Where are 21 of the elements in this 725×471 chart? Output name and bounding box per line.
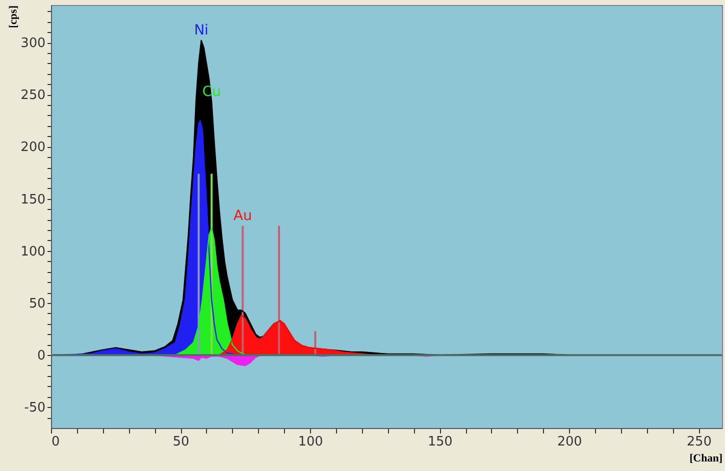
x-tick-label: 200: [557, 434, 582, 450]
y-tick-label: 0: [37, 348, 46, 364]
bar: [198, 174, 200, 356]
x-tick-label: 50: [172, 434, 190, 450]
bar: [278, 226, 280, 356]
x-tick-label: 250: [686, 434, 712, 450]
bar: [242, 226, 244, 356]
y-tick-label: -50: [24, 400, 46, 416]
y-tick-label: 250: [20, 88, 46, 104]
annotation: Ni: [194, 22, 208, 38]
y-axis-title: [cps]: [8, 6, 20, 28]
x-tick-label: 100: [298, 434, 323, 450]
x-axis-title: [Chan]: [689, 452, 722, 464]
y-tick-label: 150: [20, 192, 46, 208]
y-tick-label: 300: [20, 36, 46, 52]
annotation: Au: [233, 208, 252, 224]
y-tick-label: 50: [28, 296, 46, 312]
x-tick-label: 0: [52, 434, 60, 450]
y-tick-label: 200: [20, 140, 46, 156]
x-tick-label: 150: [428, 434, 453, 450]
y-tick-label: 100: [20, 244, 46, 260]
